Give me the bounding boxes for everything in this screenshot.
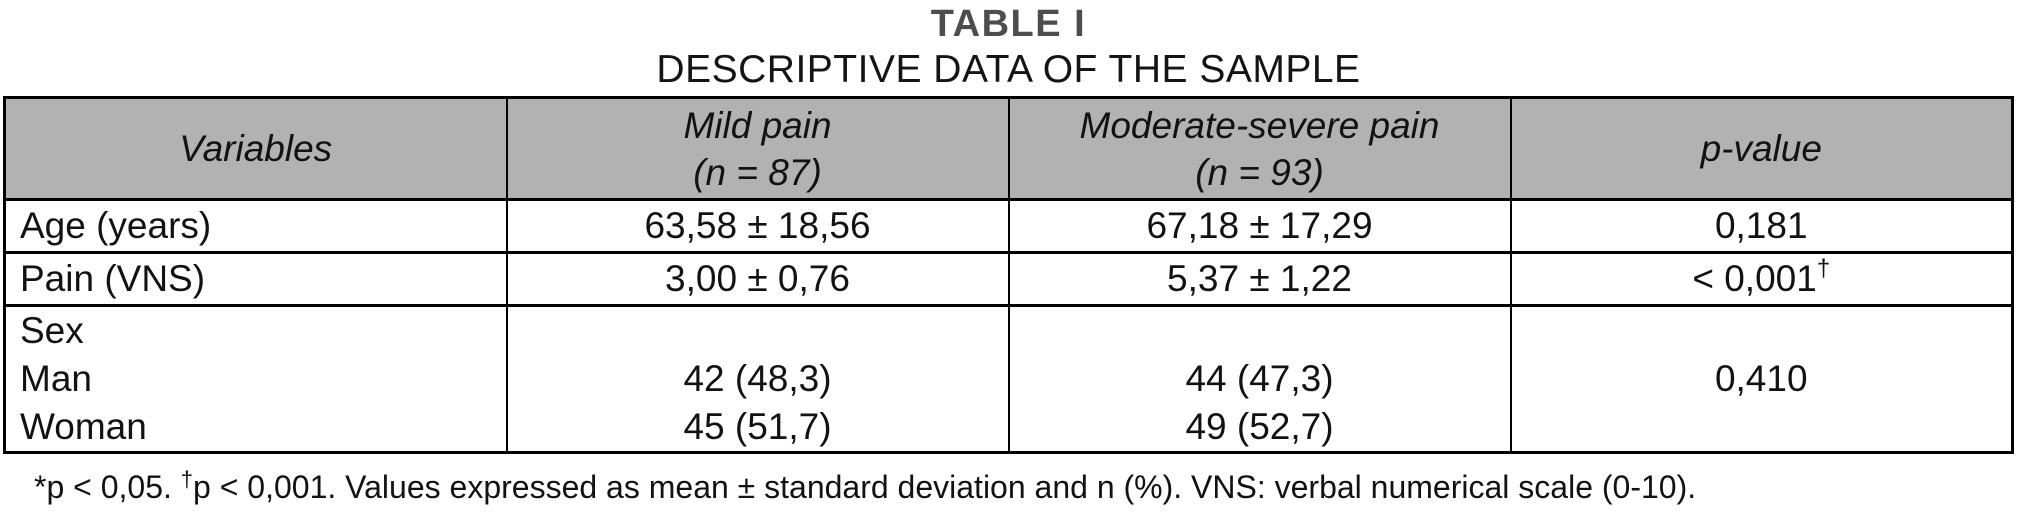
header-moderate-severe-pain-label: Moderate-severe pain [1079,104,1440,146]
header-mild-pain-n: (n = 87) [693,151,822,193]
header-variables: Variables [3,96,508,201]
sex-label: Sex [20,310,84,351]
sex-man-mild: 42 (48,3) [683,358,832,399]
cell-pain-p-dagger: † [1816,254,1831,282]
cell-age-mild: 63,58 ± 18,56 [505,198,1010,254]
cell-sex-p-value: 0,410 [1509,304,2014,454]
cell-sex-p-text: 0,410 [1714,358,1808,399]
cell-sex-moderate: 44 (47,3) 49 (52,7) [1007,304,1512,454]
header-moderate-severe-pain-n: (n = 93) [1195,151,1324,193]
header-p-value: p-value [1509,96,2014,201]
cell-age-p-value: 0,181 [1509,198,2014,254]
table-caption: TABLE I DESCRIPTIVE DATA OF THE SAMPLE [0,0,2017,93]
header-mild-pain: Mild pain (n = 87) [505,96,1010,201]
sex-man-label: Man [20,358,92,399]
cell-pain-variable: Pain (VNS) [3,251,508,307]
table-row-sex: Sex Man Woman 42 (48,3) 45 (51,7) 44 (47… [3,304,2014,454]
sex-mild-blank [509,309,1007,356]
sex-woman-mild: 45 (51,7) [683,406,832,447]
footnote-star-marker: * [34,469,47,505]
table-subtitle: DESCRIPTIVE DATA OF THE SAMPLE [656,48,1361,91]
descriptive-data-table: Variables Mild pain (n = 87) Moderate-se… [3,96,2014,454]
cell-sex-variable: Sex Man Woman [3,304,508,454]
cell-pain-moderate: 5,37 ± 1,22 [1007,251,1512,307]
footnote-segment-1: p < 0,05. [46,469,181,505]
header-row: Variables Mild pain (n = 87) Moderate-se… [3,96,2014,201]
header-variables-label: Variables [179,128,333,169]
header-mild-pain-label: Mild pain [683,104,832,146]
table-row-age: Age (years) 63,58 ± 18,56 67,18 ± 17,29 … [3,198,2014,254]
footnote-segment-2: p < 0,001. Values expressed as mean ± st… [193,469,1697,505]
header-moderate-severe-pain: Moderate-severe pain (n = 93) [1007,96,1512,201]
sex-woman-label: Woman [20,406,147,447]
table-row-pain-vns: Pain (VNS) 3,00 ± 0,76 5,37 ± 1,22 < 0,0… [3,251,2014,307]
sex-moderate-blank [1011,309,1509,356]
sex-man-moderate: 44 (47,3) [1185,358,1334,399]
footnote-dagger-marker: † [180,466,194,492]
cell-age-moderate: 67,18 ± 17,29 [1007,198,1512,254]
sex-woman-moderate: 49 (52,7) [1185,406,1334,447]
table-footnote: *p < 0,05. †p < 0,001. Values expressed … [34,467,2017,507]
cell-pain-p-text: < 0,001 [1692,258,1817,299]
cell-pain-mild: 3,00 ± 0,76 [505,251,1010,307]
cell-pain-p-value: < 0,001† [1509,251,2014,307]
table-title: TABLE I [930,3,1087,45]
header-p-value-label: p-value [1700,128,1822,169]
cell-age-variable: Age (years) [3,198,508,254]
cell-age-p-text: 0,181 [1714,205,1808,246]
cell-sex-mild: 42 (48,3) 45 (51,7) [505,304,1010,454]
